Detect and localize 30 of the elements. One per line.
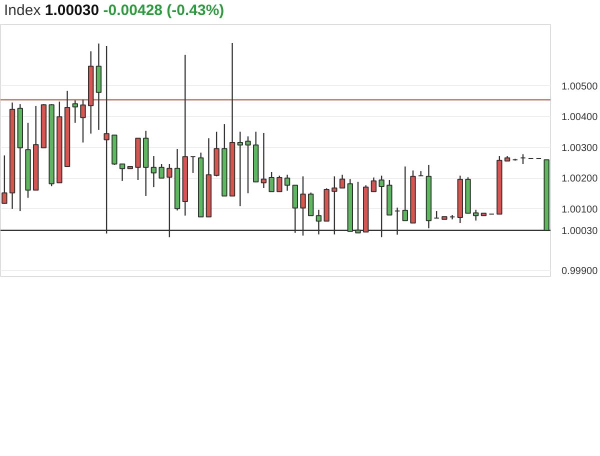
candlestick — [473, 209, 479, 222]
ref-line-label: 1.00030 — [562, 226, 598, 237]
candlestick — [2, 154, 8, 204]
y-tick-label: 1.00500 — [562, 81, 598, 92]
y-tick-label: 1.00200 — [562, 174, 598, 185]
y-tick-label: 1.00100 — [562, 204, 598, 216]
chart-subtitle: 1.00030 — [44, 2, 100, 19]
y-tick-label: 1.00400 — [562, 112, 598, 124]
candlestick — [520, 154, 526, 165]
y-tick-label: 1.00300 — [562, 142, 598, 154]
y-tick-label: 0.99900 — [562, 266, 598, 277]
candlestick — [150, 155, 157, 188]
candlestick — [72, 100, 78, 124]
candlestick — [80, 98, 86, 144]
candlestick — [339, 174, 346, 189]
chart-title: Index — [4, 2, 41, 19]
candlestick — [260, 132, 267, 189]
candlestick — [119, 163, 126, 182]
candlestick — [158, 163, 164, 179]
candlestick — [449, 214, 456, 220]
candlestick — [276, 175, 282, 192]
candlestick — [308, 192, 314, 216]
candlestick — [402, 166, 408, 222]
candlestick — [245, 136, 251, 194]
candlestick — [284, 174, 290, 192]
candlestick — [190, 156, 196, 174]
candlestick — [237, 131, 243, 207]
text: -0.00428 (-0.43%) — [103, 2, 224, 19]
candlestick — [370, 176, 377, 192]
candlestick — [268, 171, 274, 192]
